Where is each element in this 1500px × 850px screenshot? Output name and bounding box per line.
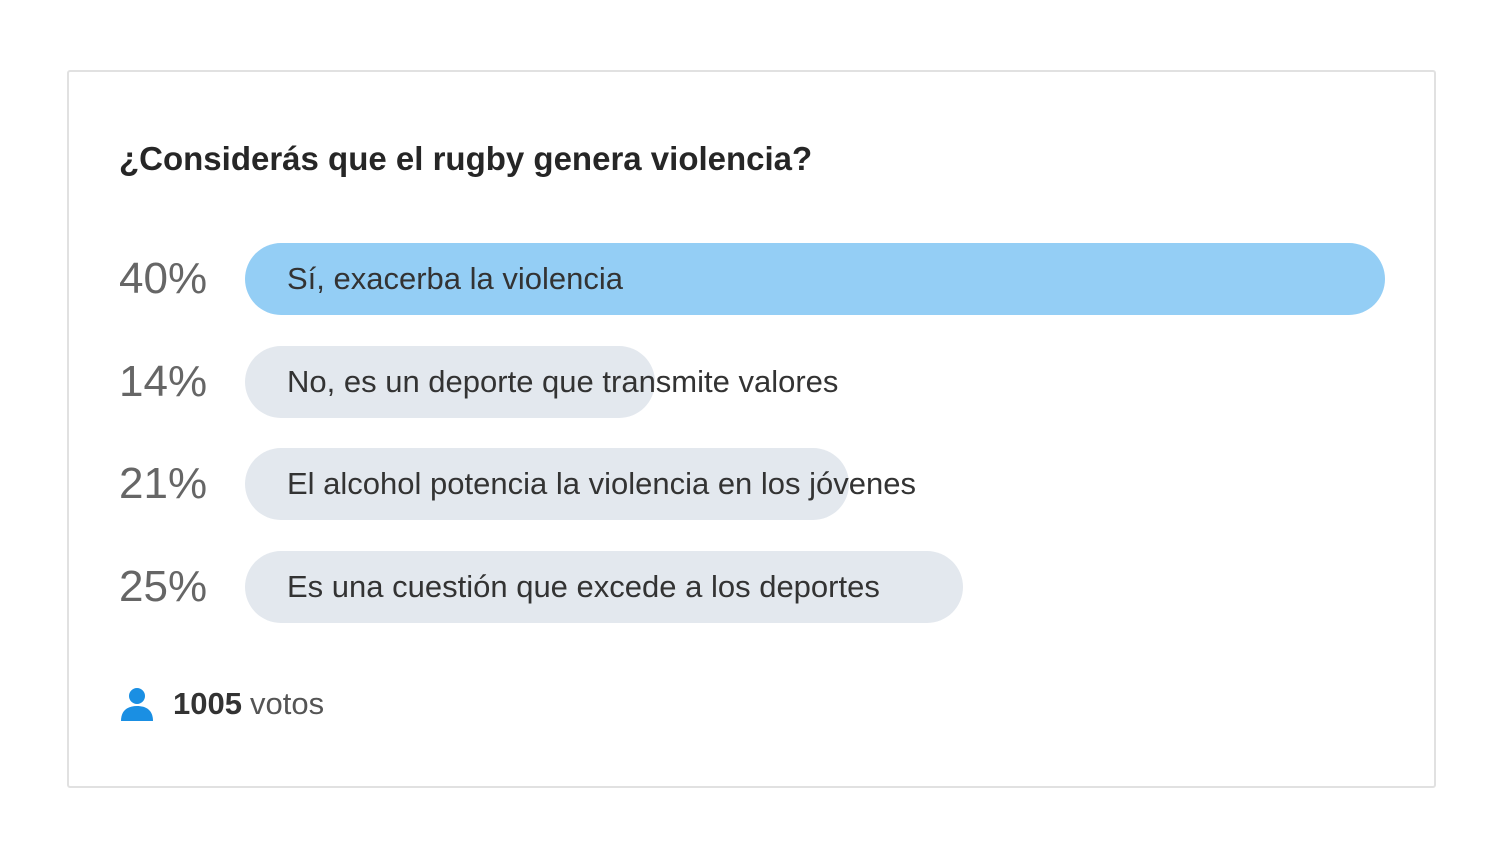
option-label: Sí, exacerba la violencia <box>287 261 624 296</box>
poll-option[interactable]: 25% Es una cuestión que excede a los dep… <box>119 550 1385 623</box>
option-percent: 40% <box>119 254 208 303</box>
option-bar-track: El alcohol potencia la violencia en los … <box>245 448 1385 520</box>
option-bar-track: Sí, exacerba la violencia <box>245 243 1385 315</box>
poll-option[interactable]: 21% El alcohol potencia la violencia en … <box>119 448 1385 520</box>
option-label: El alcohol potencia la violencia en los … <box>287 466 917 501</box>
option-label: No, es un deporte que transmite valores <box>287 363 839 399</box>
poll-options: 40% Sí, exacerba la violencia 14% No, es… <box>119 243 1385 653</box>
poll-option[interactable]: 14% No, es un deporte que transmite valo… <box>119 345 1385 418</box>
option-percent: 25% <box>119 561 208 611</box>
option-label: Es una cuestión que excede a los deporte… <box>287 568 880 604</box>
option-bar-track: No, es un deporte que transmite valores <box>245 345 1385 418</box>
poll-question: ¿Considerás que el rugby genera violenci… <box>119 140 813 177</box>
vote-summary: 1005 votos <box>119 684 324 724</box>
poll-option[interactable]: 40% Sí, exacerba la violencia <box>119 243 1385 315</box>
poll-card: ¿Considerás que el rugby genera violenci… <box>67 70 1436 788</box>
user-icon <box>119 686 155 722</box>
option-bar-fill <box>245 550 964 623</box>
option-bar-fill <box>245 448 850 520</box>
option-percent: 14% <box>119 356 208 406</box>
option-bar-fill <box>245 345 656 418</box>
vote-count: 1005 <box>173 686 242 721</box>
vote-unit: votos <box>249 686 325 721</box>
option-bar-fill <box>245 243 1385 315</box>
option-percent: 21% <box>119 459 208 508</box>
user-icon-graphic <box>121 688 153 721</box>
option-bar-track: Es una cuestión que excede a los deporte… <box>245 550 1385 623</box>
